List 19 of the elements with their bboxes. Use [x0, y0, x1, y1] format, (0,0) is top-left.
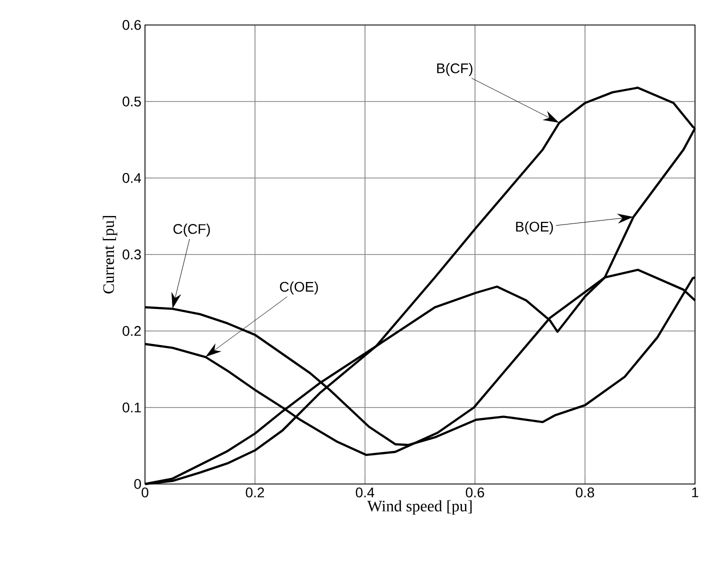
y-tick-label: 0.2 [122, 326, 141, 336]
annotation: C(CF) [173, 224, 210, 237]
x-tick-label: 0.4 [356, 488, 374, 498]
y-tick-label: 0.5 [122, 96, 141, 106]
annotation: B(CF) [437, 63, 472, 76]
x-tick-label: 1 [692, 488, 698, 498]
y-tick-label: 0.1 [122, 402, 141, 412]
y-tick-label: 0 [134, 479, 141, 489]
y-tick-label: 0.3 [122, 250, 141, 260]
annotation: C(OE) [280, 282, 318, 295]
y-axis-title: Current [pu] [102, 216, 118, 294]
x-tick-label: 0 [142, 488, 148, 498]
y-tick-label: 0.4 [122, 173, 142, 183]
x-tick-label: 0.2 [246, 488, 264, 498]
y-tick-label: 0.6 [122, 20, 141, 30]
x-tick-label: 0.8 [576, 488, 594, 498]
x-tick-label: 0.6 [466, 488, 484, 498]
annotation: B(OE) [516, 221, 553, 234]
x-axis-title: Wind speed [pu] [367, 500, 472, 515]
